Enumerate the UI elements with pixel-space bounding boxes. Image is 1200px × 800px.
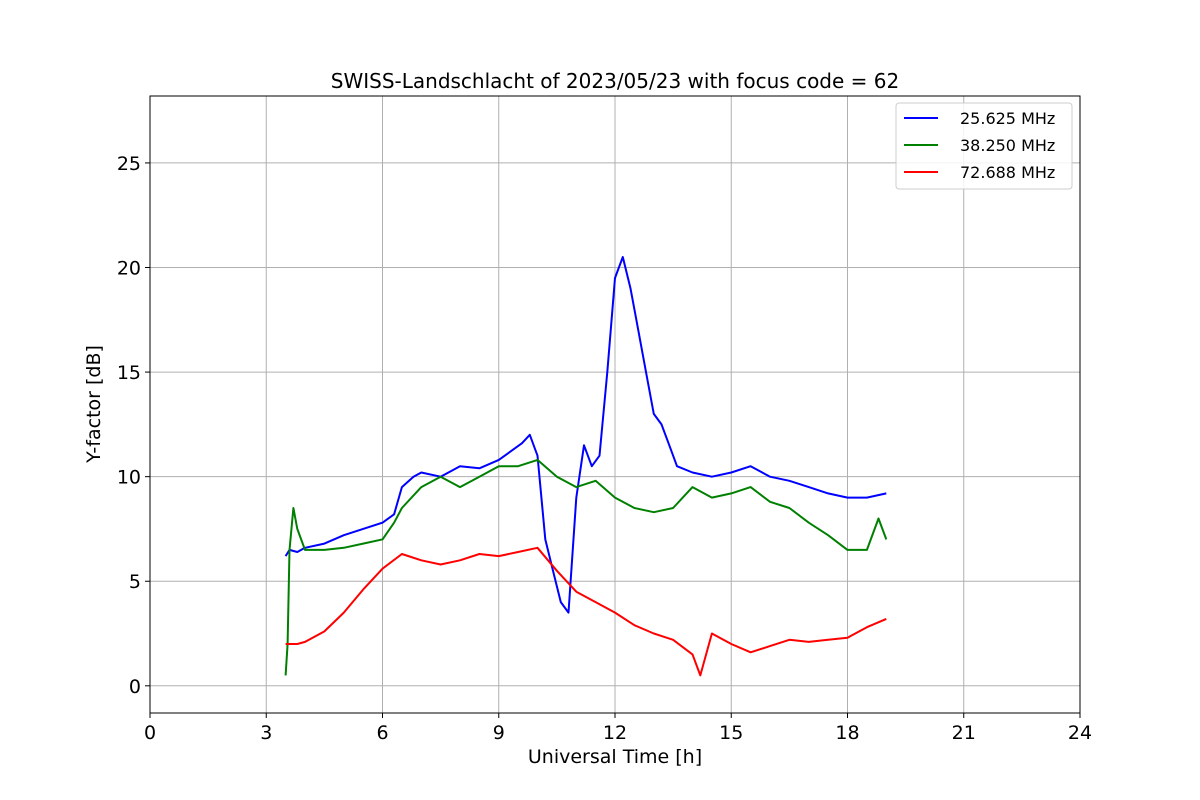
legend: 25.625 MHz 38.250 MHz 72.688 MHz xyxy=(895,102,1073,190)
x-tick-label: 0 xyxy=(144,722,156,744)
legend-label-series-3: 72.688 MHz xyxy=(960,163,1055,182)
x-tick-label: 9 xyxy=(493,722,505,744)
x-tick-label: 6 xyxy=(376,722,388,744)
chart-title: SWISS-Landschlacht of 2023/05/23 with fo… xyxy=(331,69,899,93)
series-line-1 xyxy=(284,256,887,614)
x-tick-label: 15 xyxy=(719,722,743,744)
y-tick-label: 0 xyxy=(129,676,141,698)
x-tick-label: 3 xyxy=(260,722,272,744)
legend-box xyxy=(895,102,1073,190)
axis-ticks: 0 3 6 9 12 15 18 21 24 0 5 10 15 20 25 xyxy=(117,153,1092,744)
series-line-3 xyxy=(285,546,887,677)
x-tick-label: 21 xyxy=(952,722,976,744)
y-axis-label: Y-factor [dB] xyxy=(83,345,105,464)
x-tick-label: 18 xyxy=(835,722,859,744)
y-tick-label: 20 xyxy=(117,258,141,280)
x-axis-label: Universal Time [h] xyxy=(528,746,702,768)
x-tick-label: 12 xyxy=(603,722,627,744)
x-tick-label: 24 xyxy=(1068,722,1092,744)
y-tick-label: 5 xyxy=(129,571,141,593)
y-tick-label: 10 xyxy=(117,467,141,489)
series-lines xyxy=(284,256,888,677)
y-tick-label: 15 xyxy=(117,362,141,384)
legend-label-series-2: 38.250 MHz xyxy=(960,136,1055,155)
legend-label-series-1: 25.625 MHz xyxy=(960,109,1055,128)
y-tick-label: 25 xyxy=(117,153,141,175)
series-line-2 xyxy=(284,458,888,676)
